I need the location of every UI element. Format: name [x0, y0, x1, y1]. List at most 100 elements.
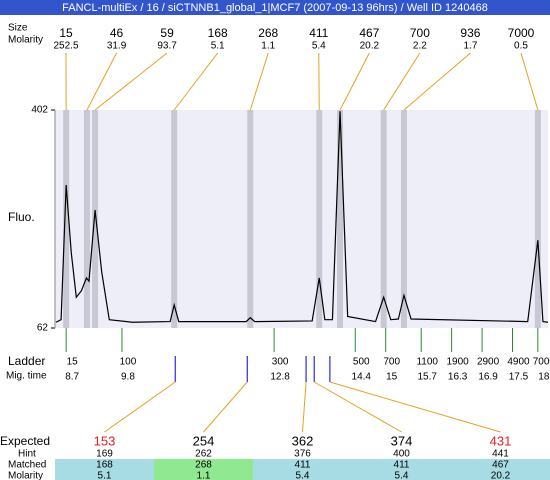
matched-cell	[55, 459, 154, 480]
ladder-time: 15.7	[417, 372, 437, 383]
peak-band	[171, 110, 178, 328]
peak-band	[247, 110, 254, 328]
ladder-time: 15	[386, 372, 398, 383]
matched-label: Matched	[8, 460, 46, 471]
peak-molarity: 0.5	[514, 41, 528, 52]
ladder-time: 14.4	[352, 372, 372, 383]
molarity-value: 5.4	[395, 471, 409, 480]
peak-size: 268	[258, 26, 278, 40]
molarity-label: Molarity	[8, 35, 43, 46]
peak-band	[534, 110, 541, 328]
ladder-size: 2900	[477, 357, 500, 368]
peak-band	[400, 110, 407, 328]
peak-connector	[339, 52, 370, 111]
ladder-size: 700	[383, 357, 400, 368]
molarity-row-label: Molarity	[8, 471, 43, 480]
expected-value: 374	[391, 433, 413, 448]
peak-band	[380, 110, 387, 328]
peak-size: 15	[59, 26, 73, 40]
expected-connector	[329, 381, 501, 433]
peak-band	[63, 110, 70, 328]
y-tick-label: 62	[37, 323, 49, 334]
y-tick-label: 402	[31, 105, 48, 116]
ladder-time: 16.3	[448, 372, 468, 383]
expected-connector	[313, 381, 402, 433]
ladder-time: 16.9	[478, 372, 498, 383]
expected-connector	[203, 381, 248, 433]
expected-value: 153	[94, 433, 116, 448]
hint-value: 441	[492, 449, 509, 460]
matched-cell	[154, 459, 253, 480]
matched-value: 168	[96, 460, 113, 471]
matched-value: 467	[492, 460, 509, 471]
peak-molarity: 5.4	[312, 41, 326, 52]
matched-cell	[352, 459, 451, 480]
ladder-time: 17.5	[509, 372, 529, 383]
expected-value: 254	[193, 433, 215, 448]
peak-connector	[173, 52, 219, 111]
peak-size: 936	[460, 26, 480, 40]
ladder-size: 15	[67, 357, 79, 368]
molarity-value: 20.2	[491, 471, 511, 480]
hint-value: 400	[393, 449, 410, 460]
hint-value: 169	[96, 449, 113, 460]
peak-size: 46	[110, 26, 124, 40]
ladder-time: 18	[538, 372, 550, 383]
plot-area	[55, 110, 548, 328]
hint-label: Hint	[18, 449, 36, 460]
size-label: Size	[8, 23, 28, 34]
ladder-size: 1900	[447, 357, 470, 368]
matched-value: 411	[295, 460, 311, 471]
expected-connector	[104, 381, 176, 433]
matched-value: 268	[195, 460, 212, 471]
hint-value: 376	[294, 449, 311, 460]
peak-molarity: 1.7	[463, 41, 477, 52]
trace	[55, 111, 549, 323]
ladder-label: Ladder	[8, 354, 45, 368]
peak-molarity: 20.2	[360, 41, 380, 52]
molarity-value: 5.4	[296, 471, 310, 480]
hint-value: 262	[195, 449, 212, 460]
peak-molarity: 252.5	[53, 41, 78, 52]
ladder-size: 7000	[533, 357, 550, 368]
ladder-time: 9.8	[121, 372, 135, 383]
peak-connector	[94, 52, 168, 111]
ladder-time: 8.7	[65, 372, 79, 383]
molarity-value: 5.1	[98, 471, 112, 480]
peak-size: 7000	[508, 26, 535, 40]
peak-size: 59	[160, 26, 174, 40]
molarity-value: 1.1	[197, 471, 211, 480]
matched-cell	[451, 459, 550, 480]
peak-molarity: 2.2	[413, 41, 427, 52]
ladder-size: 300	[272, 357, 289, 368]
peak-size: 168	[208, 26, 228, 40]
peak-size: 467	[359, 26, 379, 40]
y-axis-label: Fluo.	[8, 210, 35, 224]
matched-value: 411	[394, 460, 410, 471]
ladder-size: 500	[353, 357, 370, 368]
peak-connector	[403, 52, 471, 111]
peak-size: 700	[410, 26, 430, 40]
matched-cell	[253, 459, 352, 480]
ladder-size: 100	[120, 357, 137, 368]
peak-size: 411	[309, 26, 328, 40]
expected-label: Expected	[0, 434, 50, 448]
ladder-time: 12.8	[270, 372, 290, 383]
peak-band	[337, 110, 344, 328]
expected-connector	[302, 381, 307, 433]
peak-connector	[249, 52, 269, 111]
ladder-size: 4900	[507, 357, 530, 368]
peak-molarity: 93.7	[157, 41, 177, 52]
mig-time-label: Mig. time	[6, 371, 47, 382]
expected-value: 362	[292, 433, 314, 448]
peak-molarity: 5.1	[211, 41, 225, 52]
peak-connector	[86, 52, 117, 111]
peak-molarity: 1.1	[261, 41, 275, 52]
peak-connector	[520, 52, 539, 111]
title-bar	[0, 0, 550, 15]
title: FANCL-multiEx / 16 / siCTNNB1_global_1|M…	[62, 2, 488, 14]
ladder-size: 1100	[416, 357, 438, 368]
peak-band	[92, 110, 99, 328]
peak-connector	[383, 52, 421, 111]
